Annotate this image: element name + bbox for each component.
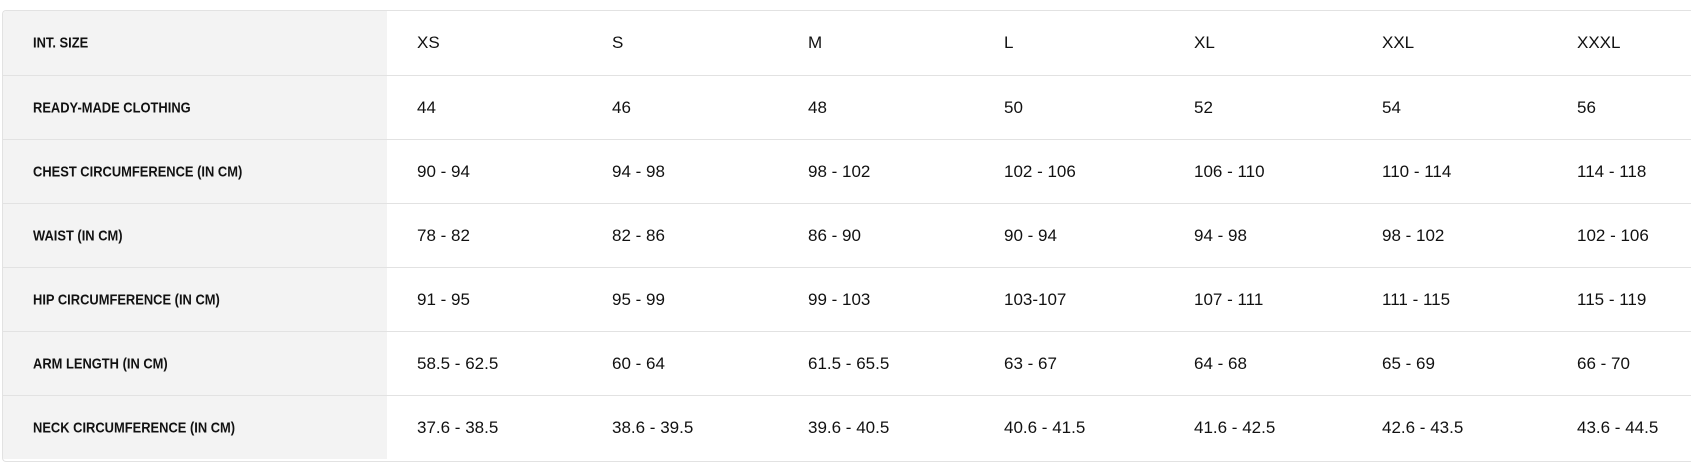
table-cell: 44 (417, 97, 436, 117)
table-row: READY-MADE CLOTHING 44 46 48 50 52 54 56 (3, 75, 1691, 139)
table-cell: 64 - 68 (1194, 353, 1247, 373)
table-cell: 102 - 106 (1577, 225, 1649, 245)
table-cell: 58.5 - 62.5 (417, 353, 499, 373)
row-header: HIP CIRCUMFERENCE (IN CM) (3, 268, 387, 331)
table-cell: XS (417, 33, 440, 52)
table-cell: 110 - 114 (1382, 161, 1452, 181)
row-header: WAIST (IN CM) (3, 204, 387, 267)
table-cell: 60 - 64 (612, 353, 665, 373)
table-cell: 78 - 82 (417, 225, 470, 245)
table-cell: L (1004, 33, 1014, 52)
table-row: ARM LENGTH (IN CM) 58.5 - 62.5 60 - 64 61.5… (3, 331, 1691, 395)
row-header: NECK CIRCUMFERENCE (IN CM) (3, 396, 387, 459)
table-cell: 40.6 - 41.5 (1004, 417, 1086, 437)
table-cell: 46 (612, 97, 631, 117)
table-cell: 37.6 - 38.5 (417, 417, 499, 437)
table-cell: 114 - 118 (1577, 161, 1647, 181)
table-cell: 103-107 (1004, 289, 1067, 309)
row-label: HIP CIRCUMFERENCE (IN CM) (33, 291, 220, 308)
table-row: INT. SIZE XS S M L XL XXL XXXL (3, 11, 1691, 75)
table-cell: 56 (1577, 97, 1596, 117)
table-cell: M (808, 33, 823, 52)
table-cell: 54 (1382, 97, 1401, 117)
table-row: HIP CIRCUMFERENCE (IN CM) 91 - 95 95 - 99 9… (3, 267, 1691, 331)
row-label: CHEST CIRCUMFERENCE (IN CM) (33, 163, 243, 180)
table-cell: 99 - 103 (808, 289, 871, 309)
table-cell: 39.6 - 40.5 (808, 417, 890, 437)
table-cell: 86 - 90 (808, 225, 861, 245)
table-cell: 98 - 102 (808, 161, 871, 181)
table-cell: 115 - 119 (1577, 289, 1647, 309)
size-table: INT. SIZE XS S M L XL XXL XXXL READY-MADE CLOTHI… (2, 10, 1691, 462)
table-cell: 94 - 98 (1194, 225, 1247, 245)
table-cell: 42.6 - 43.5 (1382, 417, 1464, 437)
table-cell: 107 - 111 (1194, 289, 1264, 309)
table-cell: 106 - 110 (1194, 161, 1265, 181)
row-label: ARM LENGTH (IN CM) (33, 355, 168, 372)
table-cell: 66 - 70 (1577, 353, 1630, 373)
table-cell: 102 - 106 (1004, 161, 1076, 181)
table-cell: 98 - 102 (1382, 225, 1445, 245)
row-header: ARM LENGTH (IN CM) (3, 332, 387, 395)
row-label: INT. SIZE (33, 34, 89, 52)
table-cell: S (612, 33, 624, 52)
table-cell: XXL (1382, 33, 1415, 52)
table-cell: 50 (1004, 97, 1023, 117)
table-row: CHEST CIRCUMFERENCE (IN CM) 90 - 94 94 - 9… (3, 139, 1691, 203)
row-label: WAIST (IN CM) (33, 227, 123, 244)
row-label: READY-MADE CLOTHING (33, 99, 191, 116)
row-header: READY-MADE CLOTHING (3, 76, 387, 139)
table-cell: 61.5 - 65.5 (808, 353, 890, 373)
table-cell: 63 - 67 (1004, 353, 1057, 373)
table-cell: 111 - 115 (1382, 289, 1451, 309)
table-cell: 65 - 69 (1382, 353, 1435, 373)
table-cell: 91 - 95 (417, 289, 470, 309)
table-cell: 48 (808, 97, 827, 117)
table-cell: 94 - 98 (612, 161, 665, 181)
table-cell: XL (1194, 33, 1215, 52)
table-cell: 41.6 - 42.5 (1194, 417, 1276, 437)
table-cell: XXXL (1577, 33, 1621, 52)
table-cell: 95 - 99 (612, 289, 665, 309)
table-row: NECK CIRCUMFERENCE (IN CM) 37.6 - 38.5 38.… (3, 395, 1691, 459)
row-label: NECK CIRCUMFERENCE (IN CM) (33, 419, 236, 436)
row-header: INT. SIZE (3, 11, 387, 75)
table-cell: 90 - 94 (1004, 225, 1057, 245)
table-cell: 43.6 - 44.5 (1577, 417, 1659, 437)
table-cell: 52 (1194, 97, 1213, 117)
row-header: CHEST CIRCUMFERENCE (IN CM) (3, 140, 387, 203)
table-cell: 90 - 94 (417, 161, 470, 181)
table-row: WAIST (IN CM) 78 - 82 82 - 86 86 - 90 90 - 9… (3, 203, 1691, 267)
table-cell: 38.6 - 39.5 (612, 417, 694, 437)
table-cell: 82 - 86 (612, 225, 665, 245)
